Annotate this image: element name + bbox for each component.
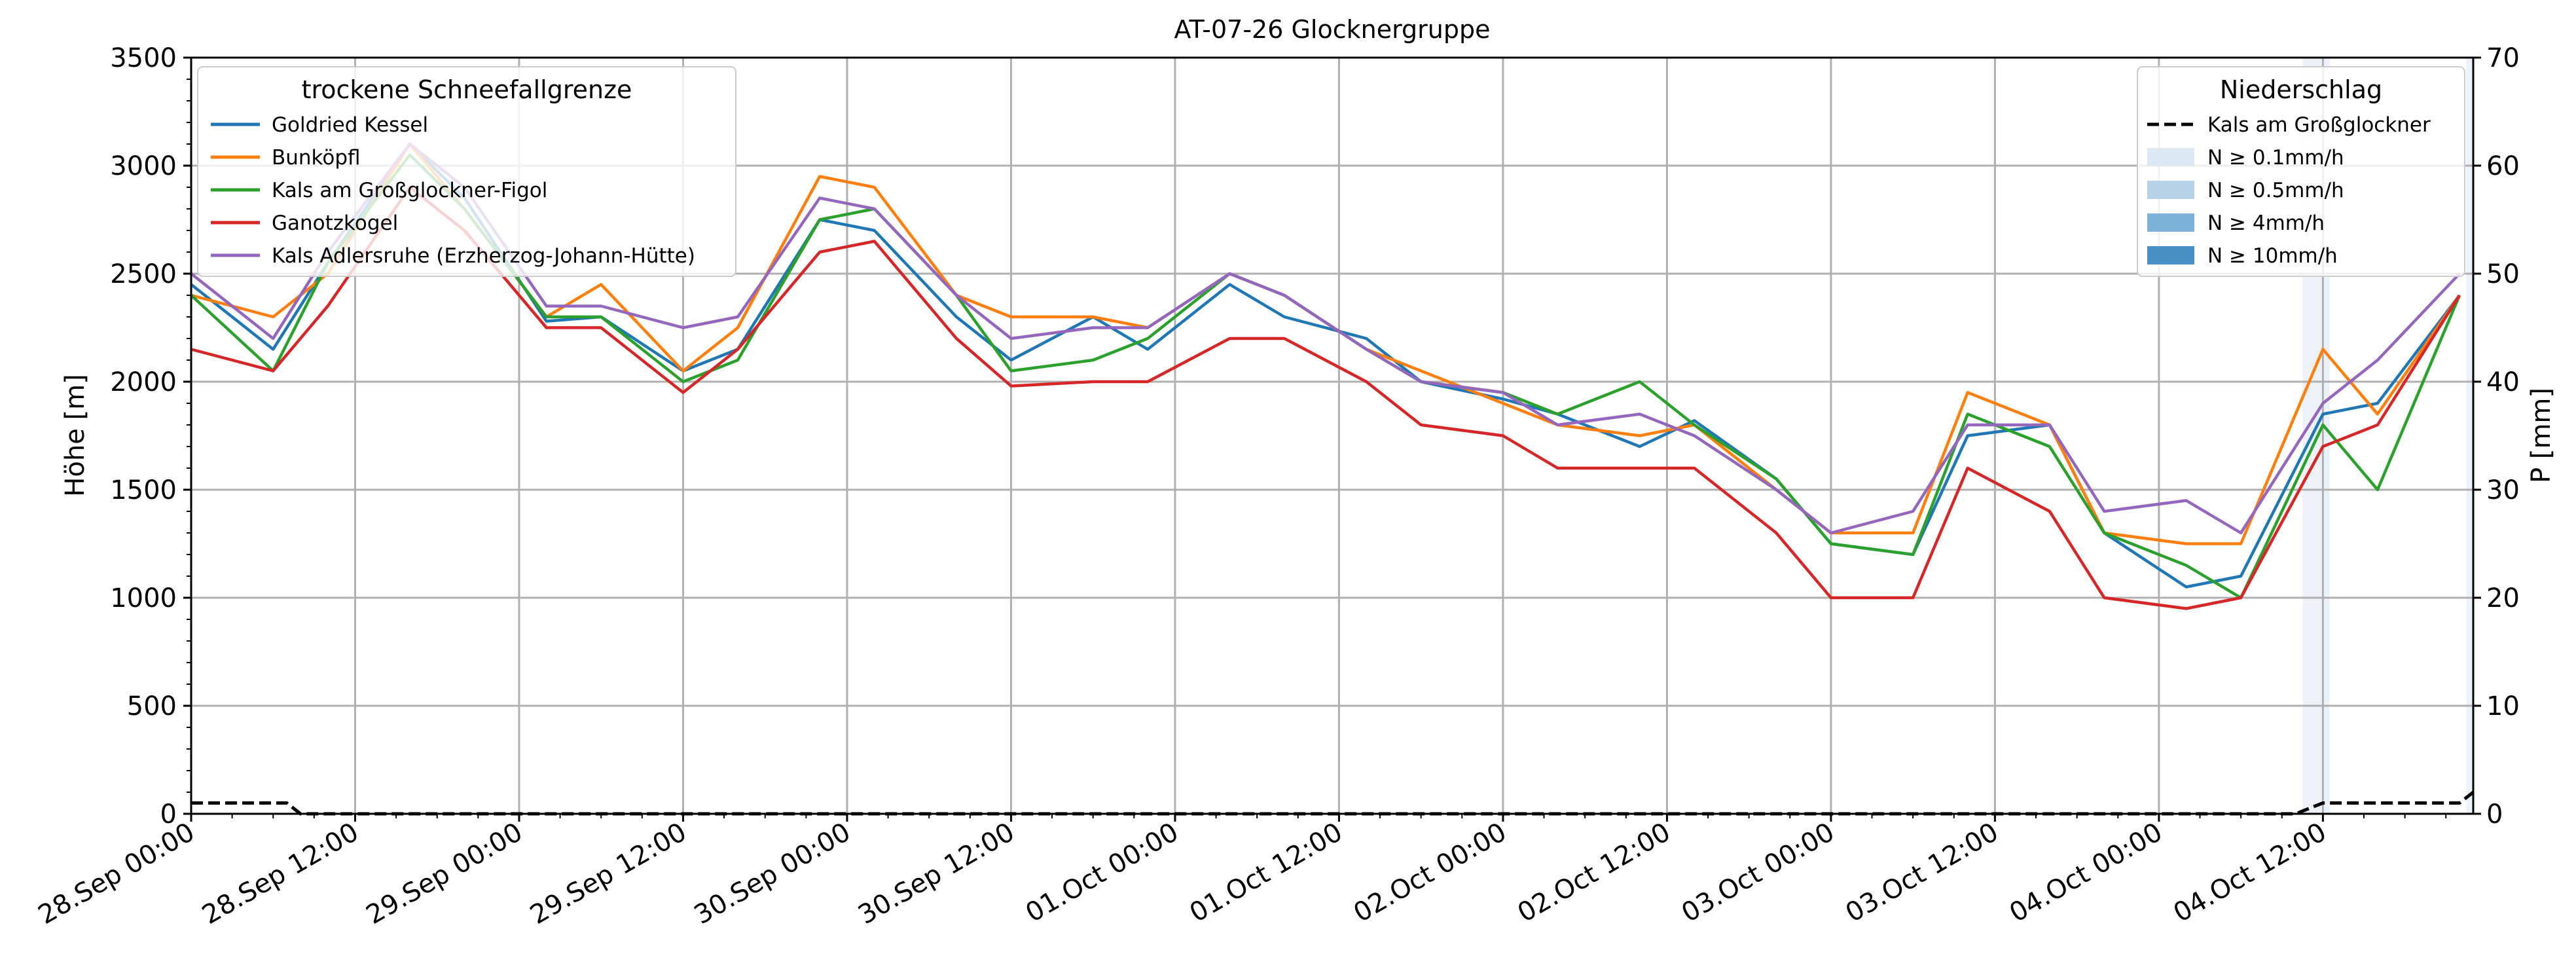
series-line-ganotzkogel	[190, 185, 2461, 610]
legend-entry-ganotzkogel: Ganotzkogel	[211, 211, 398, 235]
legend-label: N ≥ 0.5mm/h	[2207, 179, 2344, 202]
chart-title: AT-07-26 Glocknergruppe	[1174, 15, 1491, 44]
legend-entry-kals-am-gro-glockner-figol: Kals am Großglockner-Figol	[211, 179, 547, 202]
y-tick-label: 2500	[110, 259, 177, 289]
y2-tick-label: 20	[2486, 583, 2520, 613]
precip-band-1	[2466, 58, 2473, 814]
y-tick-label: 3000	[110, 151, 177, 181]
y2-tick-label: 60	[2486, 151, 2520, 181]
series-line-kals-adlersruhe-erzherzog-johann-h-tte	[190, 142, 2461, 535]
series-lines	[190, 142, 2461, 610]
legend-snowline: trockene Schneefallgrenze Goldried Kesse…	[197, 66, 736, 277]
legend-precipitation-box	[2137, 66, 2465, 277]
legend-entry-precipitation-line: Kals am Großglockner	[2147, 113, 2431, 137]
legend-label: Goldried Kessel	[272, 113, 428, 137]
y-tick-label: 3500	[110, 43, 177, 73]
legend-entry-goldried-kessel: Goldried Kessel	[211, 113, 428, 137]
legend-snowline-title: trockene Schneefallgrenze	[302, 75, 632, 104]
y-tick-label: 0	[160, 799, 177, 830]
y2-tick-label: 30	[2486, 475, 2520, 505]
legend-entry-precip-level-4: N ≥ 10mm/h	[2147, 244, 2338, 268]
legend-precipitation-entries: Kals am Großglockner N ≥ 0.1mm/h N ≥ 0.5mm…	[2147, 113, 2431, 268]
y-tick-label: 1000	[110, 583, 177, 613]
legend-snowline-box	[197, 66, 736, 277]
legend-label: N ≥ 10mm/h	[2207, 244, 2338, 268]
legend-swatch	[2147, 213, 2194, 232]
legend-entry-bunk-pfl: Bunköpfl	[211, 146, 361, 170]
legend-swatch	[2147, 246, 2194, 265]
legend-entry-precip-level-2: N ≥ 0.5mm/h	[2147, 179, 2344, 202]
legend-entry-kals-adlersruhe-erzherzog-johann-h-tte: Kals Adlersruhe (Erzherzog-Johann-Hütte)	[211, 244, 695, 268]
legend-precipitation: Niederschlag Kals am Großglockner N ≥ 0.1…	[2137, 66, 2465, 277]
y2-axis-ticks: 0 10 20 30 40 50 60 70	[2473, 43, 2520, 830]
legend-label: Kals am Großglockner	[2207, 113, 2431, 137]
legend-label: N ≥ 4mm/h	[2207, 211, 2325, 235]
y-axis-ticks: 0 500 1000 1500 2000 2500 3000 3500	[110, 43, 191, 830]
y2-tick-label: 10	[2486, 691, 2520, 721]
y-tick-label: 500	[127, 691, 177, 721]
y-tick-label: 1500	[110, 475, 177, 505]
y2-tick-label: 40	[2486, 367, 2520, 397]
y2-axis-label: P [mm]	[2526, 388, 2556, 483]
legend-entry-precip-level-3: N ≥ 4mm/h	[2147, 211, 2325, 235]
y-tick-label: 2000	[110, 367, 177, 397]
legend-label: Kals am Großglockner-Figol	[272, 179, 547, 202]
y2-tick-label: 50	[2486, 259, 2520, 289]
plot-frame	[190, 56, 2475, 815]
precipitation-line	[191, 791, 2475, 816]
legend-snowline-entries: Goldried Kessel Bunköpfl Kals am Großglock…	[211, 113, 695, 268]
legend-label: Ganotzkogel	[272, 211, 398, 235]
legend-precipitation-title: Niederschlag	[2220, 75, 2382, 104]
y-axis-label: Höhe [m]	[60, 374, 90, 496]
legend-label: Bunköpfl	[272, 146, 361, 170]
y2-tick-label: 70	[2486, 43, 2520, 73]
y2-tick-label: 0	[2486, 799, 2503, 830]
legend-label: Kals Adlersruhe (Erzherzog-Johann-Hütte)	[272, 244, 695, 268]
legend-swatch	[2147, 181, 2194, 199]
legend-entry-precip-level-1: N ≥ 0.1mm/h	[2147, 146, 2344, 170]
legend-label: N ≥ 0.1mm/h	[2207, 146, 2344, 170]
legend-swatch	[2147, 148, 2194, 166]
